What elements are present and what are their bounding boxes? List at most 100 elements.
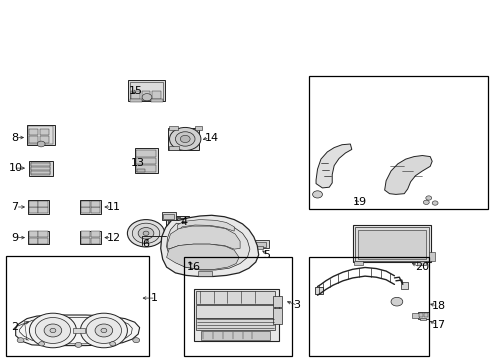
Bar <box>169 126 178 130</box>
Text: 4: 4 <box>180 217 188 227</box>
Bar <box>40 136 49 143</box>
Polygon shape <box>385 156 432 194</box>
Circle shape <box>35 318 71 343</box>
Bar <box>194 289 279 341</box>
Bar <box>309 76 488 209</box>
Text: 11: 11 <box>107 202 121 212</box>
Bar <box>91 231 100 238</box>
Text: 8: 8 <box>11 132 18 143</box>
Bar <box>168 128 199 150</box>
Bar <box>185 251 193 256</box>
Bar <box>169 221 184 228</box>
Bar <box>162 212 176 220</box>
Text: 2: 2 <box>11 322 18 332</box>
Bar <box>31 171 50 174</box>
Circle shape <box>44 324 62 337</box>
Bar <box>418 312 429 319</box>
Circle shape <box>175 132 195 146</box>
Bar <box>196 318 275 330</box>
Circle shape <box>80 313 127 348</box>
Polygon shape <box>174 217 180 219</box>
Bar <box>80 200 101 214</box>
Bar <box>195 126 202 130</box>
Bar <box>130 99 142 102</box>
Circle shape <box>95 324 113 337</box>
Polygon shape <box>167 244 239 269</box>
Text: 1: 1 <box>151 293 158 303</box>
Text: 14: 14 <box>205 132 219 143</box>
Bar <box>412 313 419 318</box>
Bar <box>91 201 100 207</box>
Bar <box>40 129 49 135</box>
Bar <box>29 136 38 143</box>
Bar <box>80 231 101 244</box>
Bar <box>135 148 158 173</box>
Text: 9: 9 <box>11 233 18 243</box>
Bar <box>250 240 269 248</box>
Bar <box>252 242 266 247</box>
Circle shape <box>17 338 24 343</box>
Polygon shape <box>161 215 259 276</box>
Text: 18: 18 <box>432 301 446 311</box>
Bar <box>137 169 145 172</box>
Bar <box>358 230 426 259</box>
Bar <box>81 238 90 244</box>
Bar <box>273 308 282 324</box>
Circle shape <box>132 223 160 243</box>
Bar <box>429 252 435 261</box>
Bar <box>198 271 212 276</box>
Bar <box>29 238 38 244</box>
Bar <box>424 313 428 317</box>
Text: 10: 10 <box>9 163 23 173</box>
Bar <box>27 125 55 145</box>
Circle shape <box>142 94 152 101</box>
Bar <box>130 82 163 100</box>
Circle shape <box>50 328 56 333</box>
Bar <box>273 296 282 307</box>
Circle shape <box>432 201 438 205</box>
Circle shape <box>170 127 201 150</box>
Bar <box>136 165 156 172</box>
Bar <box>81 207 90 213</box>
Bar <box>196 305 275 318</box>
Circle shape <box>180 135 190 143</box>
Text: 20: 20 <box>416 262 430 272</box>
Text: 6: 6 <box>142 239 149 249</box>
Circle shape <box>426 196 432 200</box>
Bar <box>29 231 38 238</box>
Bar <box>184 257 292 356</box>
Bar <box>6 256 149 356</box>
Polygon shape <box>16 315 140 346</box>
Circle shape <box>127 220 165 247</box>
Bar <box>196 291 275 304</box>
Bar <box>168 218 186 229</box>
Polygon shape <box>177 220 234 231</box>
Text: 17: 17 <box>432 320 446 330</box>
Bar <box>136 150 156 157</box>
Circle shape <box>86 318 122 343</box>
Text: 16: 16 <box>187 262 201 272</box>
Bar <box>201 331 270 340</box>
Circle shape <box>39 342 45 346</box>
Bar <box>38 201 48 207</box>
Circle shape <box>138 228 154 239</box>
Bar <box>354 261 363 265</box>
Bar <box>355 227 429 261</box>
Polygon shape <box>167 222 250 270</box>
Bar <box>38 231 48 238</box>
Bar <box>29 201 38 207</box>
Bar <box>151 99 163 102</box>
Bar <box>131 91 140 99</box>
Bar <box>166 216 189 230</box>
Bar <box>28 231 49 244</box>
Bar <box>177 218 187 224</box>
Circle shape <box>313 191 322 198</box>
Bar <box>128 80 165 101</box>
Bar <box>29 161 53 176</box>
Bar <box>401 282 408 289</box>
Bar <box>38 207 48 213</box>
Bar <box>81 201 90 207</box>
Bar <box>163 214 174 219</box>
Circle shape <box>133 338 140 343</box>
Bar <box>28 200 49 214</box>
